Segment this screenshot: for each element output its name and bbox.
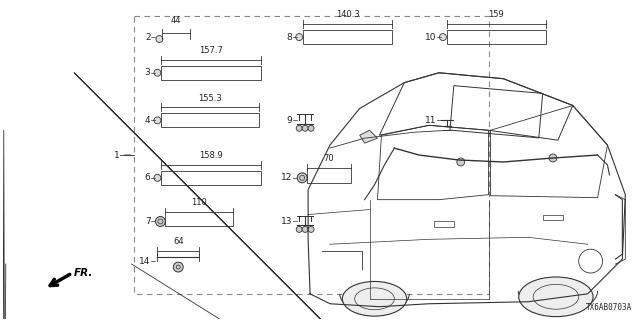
- Circle shape: [549, 154, 557, 162]
- Circle shape: [296, 227, 302, 232]
- Circle shape: [154, 69, 161, 76]
- Text: 157.7: 157.7: [199, 46, 223, 55]
- Bar: [434, 221, 454, 228]
- Text: TX6AB0703A: TX6AB0703A: [586, 303, 632, 312]
- Text: 8: 8: [287, 33, 292, 42]
- Text: 14: 14: [139, 257, 150, 266]
- Polygon shape: [360, 130, 378, 143]
- Text: 2: 2: [145, 33, 150, 42]
- Circle shape: [156, 217, 165, 227]
- Ellipse shape: [519, 277, 593, 316]
- Text: 11: 11: [424, 116, 436, 125]
- Text: 110: 110: [191, 197, 207, 207]
- Circle shape: [457, 158, 465, 166]
- Text: 158.9: 158.9: [199, 151, 223, 160]
- Bar: [303, 30, 392, 44]
- Text: 4: 4: [145, 116, 150, 125]
- Circle shape: [297, 173, 307, 183]
- Bar: [450, 86, 543, 138]
- Text: 159: 159: [488, 10, 504, 19]
- Circle shape: [154, 117, 161, 124]
- Circle shape: [440, 34, 446, 41]
- Text: 10: 10: [424, 33, 436, 42]
- Bar: [134, 16, 488, 294]
- Text: 7: 7: [145, 217, 150, 226]
- Circle shape: [156, 36, 163, 43]
- Text: 155.3: 155.3: [198, 93, 222, 102]
- Circle shape: [308, 125, 314, 131]
- Text: 44: 44: [171, 16, 182, 25]
- Text: 3: 3: [145, 68, 150, 77]
- Text: 70: 70: [324, 154, 334, 163]
- Circle shape: [296, 34, 303, 41]
- Bar: [543, 214, 563, 220]
- Circle shape: [308, 227, 314, 232]
- Text: 64: 64: [173, 237, 184, 246]
- Circle shape: [296, 125, 302, 131]
- Text: 12: 12: [281, 173, 292, 182]
- Bar: [447, 30, 546, 44]
- Text: FR.: FR.: [74, 268, 93, 278]
- Circle shape: [302, 125, 308, 131]
- Bar: [161, 171, 260, 185]
- Circle shape: [173, 262, 183, 272]
- Circle shape: [154, 174, 161, 181]
- Text: 140.3: 140.3: [336, 10, 360, 19]
- Text: 13: 13: [281, 217, 292, 226]
- Circle shape: [302, 227, 308, 232]
- Ellipse shape: [342, 281, 407, 316]
- Text: 6: 6: [145, 173, 150, 182]
- Bar: [161, 66, 260, 80]
- Text: 1: 1: [114, 150, 120, 160]
- Bar: [161, 113, 259, 127]
- Text: 9: 9: [287, 116, 292, 125]
